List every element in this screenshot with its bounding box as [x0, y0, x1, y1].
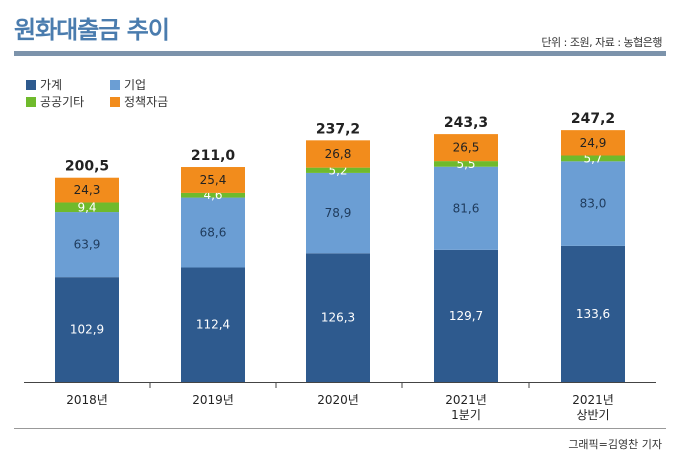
bar-total-label: 243,3	[444, 115, 488, 131]
header-rule	[14, 51, 666, 56]
bar-segment-policy	[181, 167, 245, 193]
bar-value-label-corporate: 68,6	[200, 226, 227, 240]
legend-label-policy: 정책자금	[124, 95, 169, 109]
bar-segment-household	[181, 267, 245, 382]
bar-value-label-household: 133,6	[576, 307, 610, 321]
bar-value-label-household: 102,9	[70, 323, 104, 337]
bar-total-label: 211,0	[191, 148, 236, 164]
bar-value-label-corporate: 63,9	[74, 238, 101, 252]
bar-segment-policy	[434, 134, 498, 162]
bar-segment-corporate	[306, 172, 370, 254]
bar-segment-policy	[306, 140, 370, 168]
bar-value-label-policy: 26,5	[453, 141, 480, 155]
x-tick-label: 1분기	[451, 408, 481, 422]
bar-value-label-corporate: 83,0	[580, 197, 607, 211]
x-tick-label: 2020년	[317, 393, 359, 407]
bar-segment-public	[306, 167, 370, 173]
bar-segment-corporate	[561, 161, 625, 246]
bar-total-label: 200,5	[65, 159, 109, 175]
bar-segment-public	[434, 161, 498, 167]
bar-segment-public	[55, 202, 119, 213]
bar-value-label-policy: 25,4	[200, 173, 227, 187]
legend-item-corporate: 기업	[110, 76, 146, 93]
x-tick-label: 2018년	[66, 393, 108, 407]
legend-swatch-policy	[110, 96, 120, 107]
x-tick-label: 상반기	[576, 408, 609, 422]
bar-value-label-household: 129,7	[449, 309, 483, 323]
bar-segment-corporate	[434, 166, 498, 250]
legend-item-public: 공공기타	[26, 93, 84, 110]
footer-rule	[14, 428, 666, 429]
bar-segment-policy	[55, 177, 119, 203]
legend-label-corporate: 기업	[124, 78, 147, 92]
chart-title: 원화대출금 추이	[14, 16, 170, 44]
bar-segment-household	[434, 249, 498, 382]
bar-segment-corporate	[55, 212, 119, 278]
x-tick-label: 2019년	[192, 393, 234, 407]
bar-value-label-policy: 24,3	[74, 183, 101, 197]
bar-segment-corporate	[181, 197, 245, 268]
x-tick-label: 2021년	[572, 393, 614, 407]
bar-segment-household	[561, 245, 625, 382]
bar-value-label-household: 112,4	[196, 318, 230, 332]
legend-swatch-household	[26, 79, 36, 90]
bar-value-label-household: 126,3	[321, 311, 355, 325]
bar-total-label: 237,2	[316, 121, 360, 137]
legend-label-public: 공공기타	[40, 95, 85, 109]
bar-value-label-policy: 26,8	[325, 147, 352, 161]
graphic-credit: 그래픽=김영찬 기자	[568, 438, 662, 451]
x-tick-label: 2021년	[445, 393, 487, 407]
bar-segment-household	[306, 253, 370, 382]
bar-value-label-corporate: 78,9	[325, 206, 352, 220]
bar-segment-household	[55, 277, 119, 382]
legend-label-household: 가계	[40, 78, 63, 92]
bar-segment-public	[561, 155, 625, 162]
bar-value-label-policy: 24,9	[580, 136, 607, 150]
unit-source-note: 단위 : 조원, 자료 : 농협은행	[541, 36, 662, 49]
legend-item-policy: 정책자금	[110, 93, 168, 110]
legend-item-household: 가계	[26, 76, 62, 93]
legend-swatch-public	[26, 96, 36, 107]
bar-value-label-public: 9,4	[77, 200, 96, 214]
bar-segment-policy	[561, 130, 625, 156]
bar-segment-public	[181, 192, 245, 198]
bar-total-label: 247,2	[571, 111, 615, 127]
legend-swatch-corporate	[110, 79, 120, 90]
bar-value-label-corporate: 81,6	[453, 201, 480, 215]
